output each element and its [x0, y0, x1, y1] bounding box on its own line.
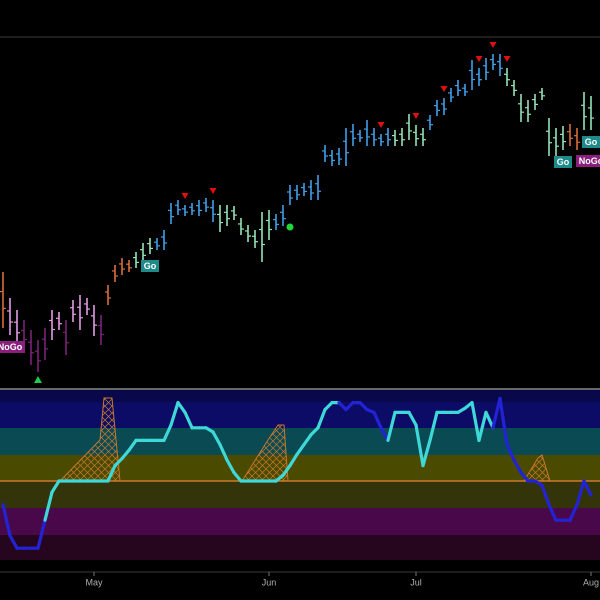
signal-label: Go [585, 137, 598, 147]
oscillator-segment [323, 401, 334, 412]
oscillator-segment [512, 458, 523, 475]
oscillator-segment [568, 503, 579, 522]
signal-label: NoGo [0, 342, 23, 352]
oscillator-segment [498, 396, 509, 447]
oscillator-segment [386, 410, 397, 442]
oscillator-segment [421, 438, 432, 468]
oscillator-segment [470, 401, 481, 442]
band [0, 535, 600, 560]
oscillator-segment [428, 410, 439, 442]
oscillator-segment [316, 408, 327, 430]
oscillator-segment [505, 443, 516, 462]
reentry-signal [286, 223, 294, 231]
oscillator-segment [575, 479, 586, 507]
oscillator-segment [344, 401, 355, 412]
oscillator-segment [295, 443, 306, 456]
oscillator-segment [519, 471, 530, 483]
x-tick-label: May [85, 577, 103, 587]
oscillator-segment [36, 518, 47, 550]
oscillator-segment [547, 503, 558, 522]
oscillator-segment [169, 401, 180, 427]
signal-label: Go [557, 157, 570, 167]
oscillator-segment [477, 410, 488, 442]
signal-label-box [0, 341, 25, 353]
oscillator-segment [113, 457, 124, 468]
x-tick-label: Aug [583, 577, 599, 587]
signal-label: Go [144, 261, 157, 271]
oscillator-segment [337, 401, 348, 412]
x-tick-label: Jun [262, 577, 277, 587]
oscillator-segment [218, 443, 229, 462]
sell-signal [209, 188, 217, 194]
x-tick-label: Jul [410, 577, 422, 587]
oscillator-segment [176, 401, 187, 414]
band [0, 402, 600, 428]
sell-signal [412, 113, 420, 119]
oscillator-segment [127, 438, 138, 452]
signal-label: NoGo [579, 156, 600, 166]
signal-label-box [576, 155, 600, 167]
signal-label-box [141, 260, 159, 272]
oscillator-segment [106, 464, 117, 483]
sell-signal [475, 56, 483, 62]
oscillator-segment [1, 503, 12, 538]
oscillator-segment [8, 533, 19, 550]
signal-label-box [554, 156, 572, 168]
oscillator-segment [491, 396, 502, 430]
oscillator-segment [407, 410, 418, 427]
sell-signal [503, 56, 511, 62]
sell-signal [440, 86, 448, 92]
oscillator-segment [120, 448, 131, 461]
oscillator-segment [358, 401, 369, 412]
oscillator-segment [309, 426, 320, 437]
momentum-hatch [58, 397, 551, 482]
oscillator-segment [225, 458, 236, 475]
band [0, 390, 600, 402]
oscillator-segment [302, 433, 313, 447]
sell-signal [181, 193, 189, 199]
oscillator-segment [43, 490, 54, 522]
oscillator-segment [288, 452, 299, 468]
oscillator-segment [540, 483, 551, 507]
oscillator-segment [582, 479, 593, 497]
oscillator-segment [379, 426, 390, 442]
band [0, 481, 600, 508]
oscillator-segment [484, 410, 495, 430]
oscillator-segment [281, 464, 292, 477]
sell-signal [489, 42, 497, 48]
sell-signal [377, 122, 385, 128]
oscillator-segment [162, 423, 173, 442]
oscillator-segment [211, 430, 222, 447]
signal-label-box [582, 136, 600, 148]
buy-signal [34, 376, 42, 383]
oscillator-segment [183, 410, 194, 430]
band [0, 508, 600, 535]
oscillator-segment [50, 479, 61, 494]
oscillator-segment [414, 423, 425, 468]
oscillator-segment [372, 410, 383, 430]
oscillator-segment [232, 471, 243, 483]
